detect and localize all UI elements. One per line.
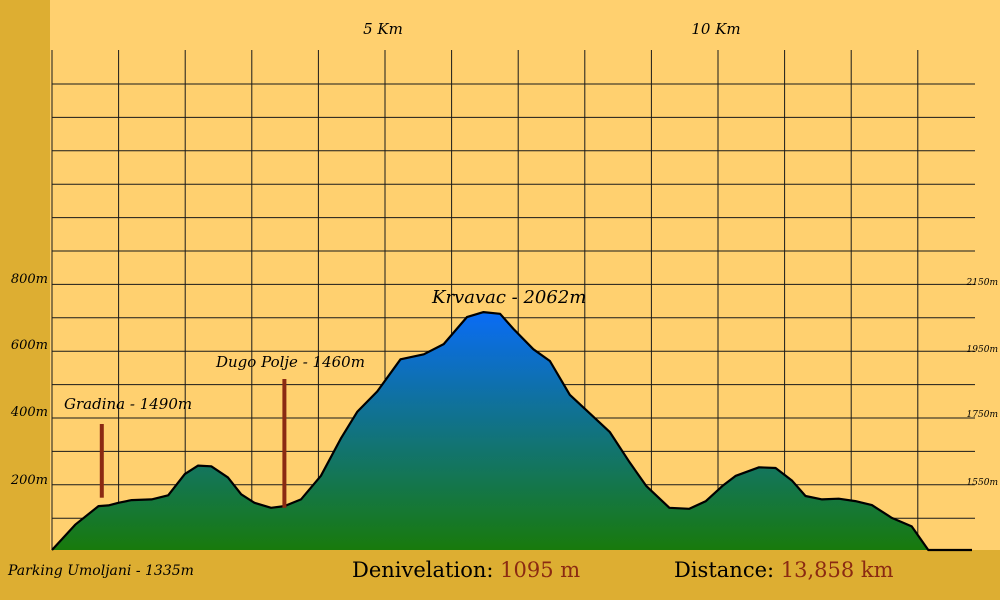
left-frame (0, 0, 50, 600)
x-axis-label-10km: 10 Km (691, 20, 740, 38)
denivelation-summary: Denivelation: 1095 m (352, 558, 580, 582)
start-point-label: Parking Umoljani - 1335m (7, 563, 194, 579)
denivelation-label: Denivelation: (352, 558, 500, 582)
annotation-gradina: Gradina - 1490m (64, 395, 192, 413)
elevation-fill (52, 312, 972, 550)
y-right-tick-1750: 1750m (967, 410, 998, 420)
y-left-tick-800: 800m (11, 272, 48, 287)
y-left-tick-600: 600m (11, 338, 48, 353)
y-left-tick-400: 400m (10, 405, 48, 420)
distance-summary: Distance: 13,858 km (674, 558, 894, 582)
denivelation-value: 1095 m (500, 558, 580, 582)
y-right-tick-1950: 1950m (967, 345, 998, 355)
bottom-frame (0, 550, 1000, 600)
y-right-tick-1550: 1550m (967, 478, 998, 488)
y-left-tick-200: 200m (10, 473, 48, 488)
annotation-krvavac: Krvavac - 2062m (431, 287, 586, 308)
annotation-dugo-polje: Dugo Polje - 1460m (215, 353, 365, 371)
x-axis-label-5km: 5 Km (363, 20, 403, 38)
marker-post-0 (99, 424, 104, 498)
distance-label: Distance: (674, 558, 781, 582)
waypoint-markers (99, 379, 287, 508)
elevation-outline (51, 311, 972, 552)
y-right-tick-2150: 2150m (966, 278, 998, 288)
marker-post-1 (282, 379, 287, 508)
distance-value: 13,858 km (781, 558, 894, 582)
elevation-area (51, 311, 972, 552)
